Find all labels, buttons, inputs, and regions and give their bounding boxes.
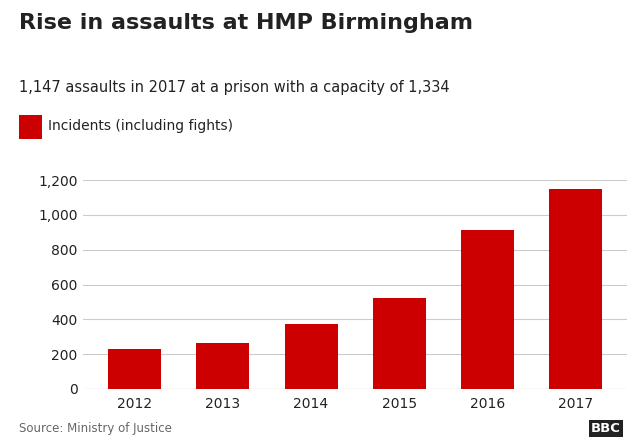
Bar xyxy=(373,298,426,389)
Bar xyxy=(108,349,161,389)
Bar xyxy=(461,230,514,389)
Text: Rise in assaults at HMP Birmingham: Rise in assaults at HMP Birmingham xyxy=(19,13,473,33)
Text: Source: Ministry of Justice: Source: Ministry of Justice xyxy=(19,423,172,435)
Bar xyxy=(285,324,337,389)
Bar xyxy=(550,189,602,389)
Bar xyxy=(196,343,249,389)
Text: Incidents (including fights): Incidents (including fights) xyxy=(48,119,233,133)
Text: BBC: BBC xyxy=(591,423,621,435)
Text: 1,147 assaults in 2017 at a prison with a capacity of 1,334: 1,147 assaults in 2017 at a prison with … xyxy=(19,80,450,95)
